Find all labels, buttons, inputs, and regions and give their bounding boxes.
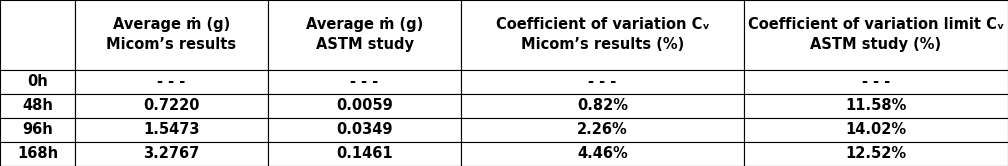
Bar: [461, 118, 744, 142]
Bar: [75, 142, 268, 166]
Text: 168h: 168h: [17, 146, 58, 162]
Text: - - -: - - -: [157, 74, 185, 89]
Text: 12.52%: 12.52%: [846, 146, 906, 162]
Bar: [744, 142, 1008, 166]
Bar: [0, 94, 75, 118]
Text: - - -: - - -: [589, 74, 617, 89]
Text: Average ṁ (g)
Micom’s results: Average ṁ (g) Micom’s results: [107, 17, 237, 52]
Text: 96h: 96h: [22, 122, 52, 137]
Bar: [268, 70, 461, 94]
Bar: [461, 0, 744, 70]
Bar: [0, 118, 75, 142]
Bar: [461, 142, 744, 166]
Bar: [0, 70, 75, 94]
Text: Coefficient of variation limit Cᵥ
ASTM study (%): Coefficient of variation limit Cᵥ ASTM s…: [748, 17, 1004, 52]
Text: 0.0349: 0.0349: [337, 122, 393, 137]
Bar: [744, 0, 1008, 70]
Bar: [75, 0, 268, 70]
Text: 0.82%: 0.82%: [577, 98, 628, 113]
Bar: [744, 94, 1008, 118]
Text: - - -: - - -: [351, 74, 379, 89]
Text: - - -: - - -: [862, 74, 890, 89]
Text: 2.26%: 2.26%: [578, 122, 628, 137]
Text: 0.0059: 0.0059: [336, 98, 393, 113]
Text: 1.5473: 1.5473: [143, 122, 200, 137]
Bar: [0, 142, 75, 166]
Bar: [461, 70, 744, 94]
Text: 0.1461: 0.1461: [337, 146, 393, 162]
Bar: [461, 94, 744, 118]
Bar: [75, 70, 268, 94]
Text: 14.02%: 14.02%: [846, 122, 906, 137]
Text: 0h: 0h: [27, 74, 47, 89]
Bar: [75, 94, 268, 118]
Bar: [268, 142, 461, 166]
Text: 4.46%: 4.46%: [578, 146, 628, 162]
Bar: [0, 0, 75, 70]
Text: Average ṁ (g)
ASTM study: Average ṁ (g) ASTM study: [305, 17, 423, 52]
Bar: [268, 94, 461, 118]
Text: 3.2767: 3.2767: [143, 146, 200, 162]
Bar: [268, 118, 461, 142]
Text: Coefficient of variation Cᵥ
Micom’s results (%): Coefficient of variation Cᵥ Micom’s resu…: [496, 17, 710, 52]
Bar: [744, 70, 1008, 94]
Bar: [75, 118, 268, 142]
Text: 11.58%: 11.58%: [846, 98, 906, 113]
Bar: [268, 0, 461, 70]
Text: 0.7220: 0.7220: [143, 98, 200, 113]
Text: 48h: 48h: [22, 98, 53, 113]
Bar: [744, 118, 1008, 142]
